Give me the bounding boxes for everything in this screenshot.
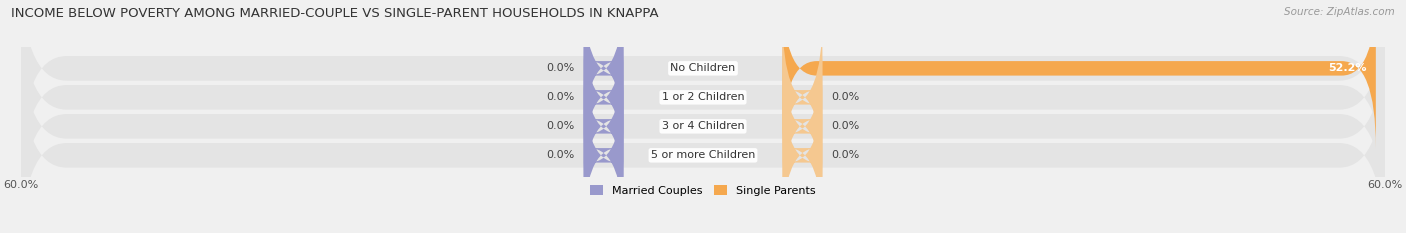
Text: 0.0%: 0.0% (547, 121, 575, 131)
FancyBboxPatch shape (783, 47, 823, 206)
FancyBboxPatch shape (583, 0, 623, 148)
Text: 0.0%: 0.0% (547, 150, 575, 160)
FancyBboxPatch shape (783, 75, 823, 233)
FancyBboxPatch shape (21, 0, 1385, 172)
FancyBboxPatch shape (21, 0, 1385, 201)
Text: 0.0%: 0.0% (831, 150, 859, 160)
Text: 52.2%: 52.2% (1329, 63, 1367, 73)
FancyBboxPatch shape (21, 52, 1385, 233)
Text: 3 or 4 Children: 3 or 4 Children (662, 121, 744, 131)
Text: 0.0%: 0.0% (831, 92, 859, 102)
Text: 0.0%: 0.0% (547, 63, 575, 73)
Legend: Married Couples, Single Parents: Married Couples, Single Parents (586, 181, 820, 200)
FancyBboxPatch shape (583, 18, 623, 177)
Text: 5 or more Children: 5 or more Children (651, 150, 755, 160)
FancyBboxPatch shape (783, 0, 1376, 148)
FancyBboxPatch shape (21, 23, 1385, 230)
Text: 0.0%: 0.0% (547, 92, 575, 102)
Text: 1 or 2 Children: 1 or 2 Children (662, 92, 744, 102)
Text: Source: ZipAtlas.com: Source: ZipAtlas.com (1284, 7, 1395, 17)
Text: 0.0%: 0.0% (831, 121, 859, 131)
FancyBboxPatch shape (783, 18, 823, 177)
Text: No Children: No Children (671, 63, 735, 73)
FancyBboxPatch shape (583, 75, 623, 233)
Text: INCOME BELOW POVERTY AMONG MARRIED-COUPLE VS SINGLE-PARENT HOUSEHOLDS IN KNAPPA: INCOME BELOW POVERTY AMONG MARRIED-COUPL… (11, 7, 659, 20)
FancyBboxPatch shape (583, 47, 623, 206)
